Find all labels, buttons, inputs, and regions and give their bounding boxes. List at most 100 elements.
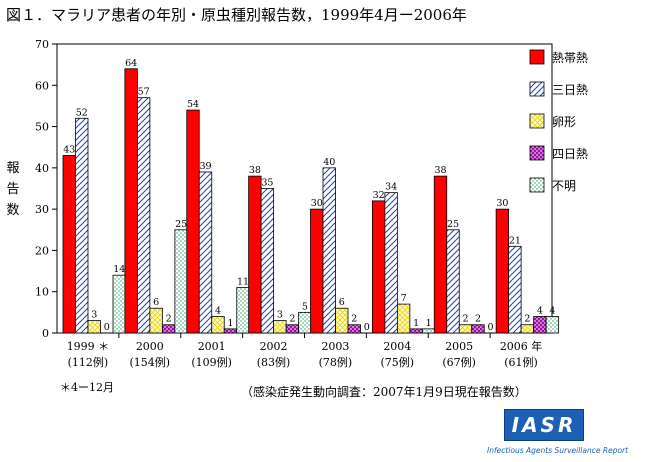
data-label: 43 xyxy=(63,144,75,155)
data-label: 2 xyxy=(351,314,357,325)
x-category-label: 2005 xyxy=(445,340,473,353)
bar xyxy=(533,316,547,334)
data-label: 1 xyxy=(227,318,233,329)
bar xyxy=(298,311,312,334)
y-tick-label: 20 xyxy=(35,244,49,257)
data-label: 1 xyxy=(426,318,432,329)
bar xyxy=(335,307,349,334)
footnote: ＊4ー12月 xyxy=(60,381,114,394)
data-label: 0 xyxy=(487,322,493,333)
data-label: 2 xyxy=(475,314,481,325)
x-category-label: 2006 年 xyxy=(500,339,543,353)
data-label: 2 xyxy=(462,314,468,325)
data-label: 3 xyxy=(91,310,97,321)
data-label: 0 xyxy=(364,322,370,333)
bar xyxy=(322,167,336,334)
source-note: （感染症発生動向調査：2007年1月9日現在報告数） xyxy=(241,385,527,399)
y-tick-label: 70 xyxy=(35,38,49,51)
data-label: 4 xyxy=(537,305,543,316)
data-label: 57 xyxy=(138,87,150,98)
y-axis-label-char: 数 xyxy=(6,203,20,218)
data-label: 32 xyxy=(373,190,385,201)
data-label: 30 xyxy=(496,198,508,209)
bar xyxy=(371,200,386,334)
bar xyxy=(124,68,138,334)
y-tick-label: 40 xyxy=(35,162,49,175)
bar xyxy=(458,324,473,334)
x-category-sublabel: (154例) xyxy=(130,355,171,369)
bar xyxy=(396,303,411,334)
bar xyxy=(211,316,225,334)
data-label: 35 xyxy=(261,178,273,189)
data-label: 7 xyxy=(401,293,407,304)
x-category-sublabel: (83例) xyxy=(257,355,291,369)
bar xyxy=(273,320,287,334)
legend-label: 三日熱 xyxy=(552,83,588,97)
bar xyxy=(446,229,460,334)
data-label: 0 xyxy=(104,322,110,333)
data-label: 34 xyxy=(385,182,397,193)
data-label: 2 xyxy=(289,314,295,325)
data-label: 21 xyxy=(509,235,521,246)
y-tick-label: 50 xyxy=(35,121,49,134)
data-label: 4 xyxy=(215,305,221,316)
bar xyxy=(260,188,275,334)
data-label: 5 xyxy=(302,301,308,312)
data-label: 38 xyxy=(434,165,446,176)
data-label: 4 xyxy=(549,305,555,316)
bar xyxy=(174,229,188,334)
y-axis-label-char: 告 xyxy=(6,182,20,197)
x-category-sublabel: (78例) xyxy=(319,355,353,369)
bar xyxy=(75,117,89,334)
data-label: 39 xyxy=(199,161,211,172)
y-tick-label: 60 xyxy=(35,79,49,92)
data-label: 52 xyxy=(76,107,88,118)
bar xyxy=(471,324,485,334)
bar xyxy=(310,208,324,334)
bar xyxy=(384,192,398,334)
legend-label: 不明 xyxy=(552,179,576,193)
legend-label: 熱帯熱 xyxy=(552,51,588,65)
legend-swatch xyxy=(529,145,545,161)
bar xyxy=(409,328,423,334)
data-label: 25 xyxy=(447,219,459,230)
data-label: 54 xyxy=(187,99,199,110)
chart-title: 図１．マラリア患者の年別・原虫種別報告数，1999年4月ー2006年 xyxy=(6,6,467,24)
bar xyxy=(112,274,126,334)
x-category-label: 2001 xyxy=(198,340,226,353)
bar xyxy=(87,320,101,334)
bar xyxy=(495,208,510,334)
y-tick-label: 0 xyxy=(42,327,49,340)
data-label: 64 xyxy=(125,58,137,69)
bar xyxy=(433,175,448,334)
data-label: 11 xyxy=(237,277,249,288)
bar xyxy=(223,328,238,334)
x-category-label: 1999 ＊ xyxy=(67,340,110,353)
bar xyxy=(347,324,361,334)
data-label: 1 xyxy=(413,318,419,329)
bar xyxy=(508,245,522,334)
bar xyxy=(236,287,250,334)
y-axis-label-char: 報 xyxy=(6,161,20,176)
legend-swatch xyxy=(529,113,545,129)
legend-swatch xyxy=(529,177,545,193)
bar xyxy=(198,171,213,334)
data-label: 30 xyxy=(311,198,323,209)
bar xyxy=(285,324,300,334)
x-category-sublabel: (75例) xyxy=(381,355,415,369)
data-label: 14 xyxy=(113,264,125,275)
legend-swatch xyxy=(529,81,545,97)
data-label: 2 xyxy=(524,314,530,325)
x-category-label: 2002 xyxy=(260,340,288,353)
iasr-logo: IASR xyxy=(504,409,584,441)
bar xyxy=(248,175,262,334)
y-axis-label: 報 告 数 xyxy=(5,158,21,221)
bar xyxy=(186,109,200,334)
bar xyxy=(149,307,163,334)
bar xyxy=(421,328,436,334)
bar xyxy=(520,324,535,334)
x-category-sublabel: (67例) xyxy=(442,355,476,369)
data-label: 6 xyxy=(153,297,159,308)
